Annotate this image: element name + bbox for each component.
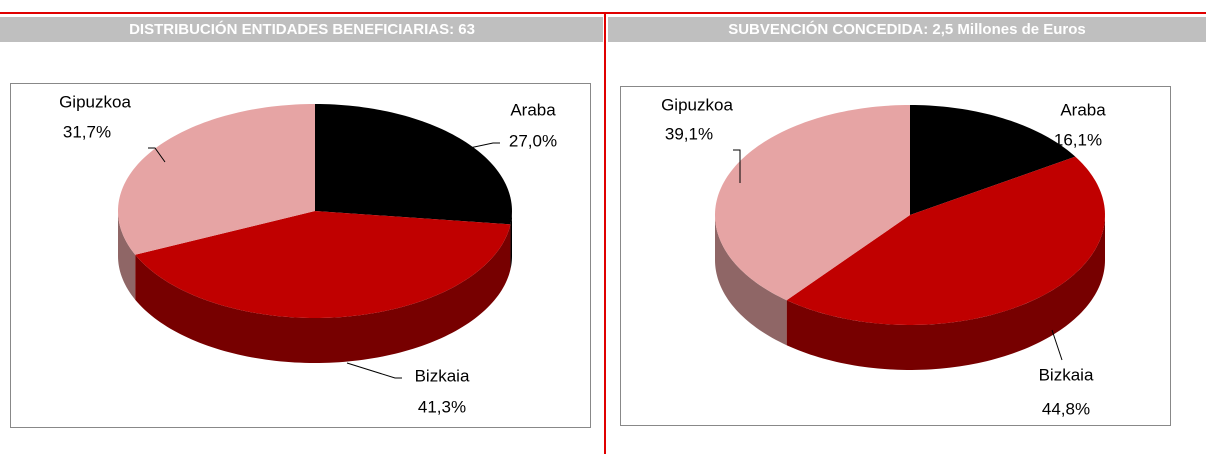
- header-band: [608, 17, 1206, 42]
- header-band: [0, 17, 603, 42]
- pie-side: [135, 224, 511, 363]
- pie-slice: [910, 105, 1076, 215]
- pie-slice: [118, 104, 315, 255]
- slice-name: Gipuzkoa: [661, 95, 733, 114]
- leader-line: [733, 149, 741, 183]
- pie-side: [786, 215, 1105, 370]
- pie-slice: [715, 105, 910, 301]
- slice-value: 41,3%: [418, 397, 466, 416]
- chart-title: SUBVENCIÓN CONCEDIDA: 2,5 Millones de Eu…: [728, 20, 1086, 38]
- slice-value: 16,1%: [1054, 130, 1102, 149]
- slice-name: Bizkaia: [415, 366, 470, 385]
- pie-slice: [135, 211, 511, 318]
- pie-side: [118, 211, 136, 300]
- leader-line: [445, 142, 500, 154]
- slice-value: 44,8%: [1042, 399, 1090, 418]
- slice-value: 31,7%: [63, 122, 111, 141]
- pie-slice: [786, 156, 1105, 325]
- leader-line: [1051, 329, 1063, 361]
- leader-line: [346, 362, 402, 379]
- pie-side: [510, 211, 512, 270]
- pie-side: [715, 215, 787, 346]
- slice-value: 39,1%: [665, 124, 713, 143]
- slice-name: Gipuzkoa: [59, 92, 131, 111]
- leader-line: [148, 147, 166, 163]
- slice-name: Araba: [1060, 100, 1106, 119]
- pie-slice: [315, 104, 512, 225]
- slice-name: Bizkaia: [1039, 365, 1094, 384]
- slice-name: Araba: [510, 100, 556, 119]
- chart-title: DISTRIBUCIÓN ENTIDADES BENEFICIARIAS: 63: [129, 20, 475, 38]
- slice-value: 27,0%: [509, 131, 557, 150]
